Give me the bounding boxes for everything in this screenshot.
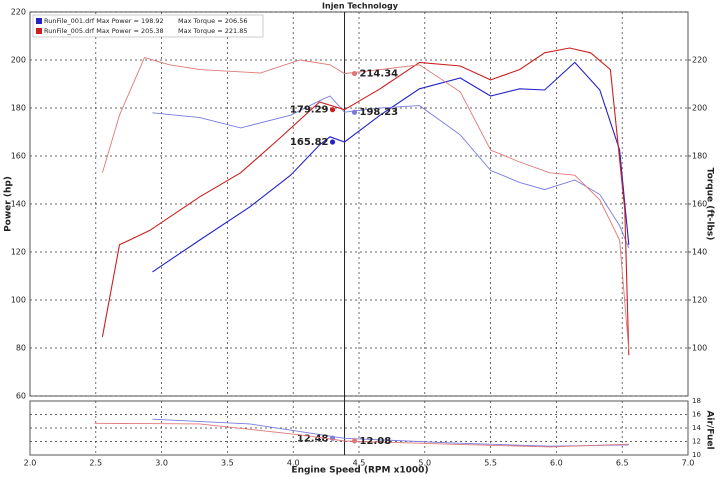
legend-swatch <box>36 28 42 34</box>
x-tick-label: 6.0 <box>550 459 563 468</box>
x-tick-label: 5.0 <box>418 459 431 468</box>
x-tick-label: 6.5 <box>616 459 629 468</box>
y-tick-label: 60 <box>16 392 26 401</box>
x-tick-label: 7.0 <box>682 459 695 468</box>
cursor-value-label: 179.29 <box>290 105 329 116</box>
y-tick-label: 120 <box>11 248 26 257</box>
cursor-marker <box>329 435 336 441</box>
legend-label: Max Torque = 206.56 <box>178 17 247 25</box>
x-axis-title: Engine Speed (RPM x1000) <box>291 466 428 476</box>
y2-tick-label: 120 <box>692 296 707 305</box>
y2-tick-label: 140 <box>692 248 707 257</box>
series-line <box>101 57 630 351</box>
y2-tick-label: 200 <box>692 104 707 113</box>
y2-tick-label: 220 <box>692 56 707 65</box>
chart-title: Injen Technology <box>322 2 399 11</box>
y3-tick-label: 12 <box>692 438 701 446</box>
x-tick-label: 2.0 <box>24 459 37 468</box>
y-tick-label: 140 <box>11 200 26 209</box>
y2-axis-title: Torque (ft-lbs) <box>705 168 715 241</box>
y3-tick-label: 16 <box>692 411 701 419</box>
series-line <box>152 61 630 273</box>
cursor-marker <box>351 70 358 77</box>
y-tick-label: 220 <box>11 8 26 17</box>
cursor-marker <box>329 107 336 113</box>
y3-tick-label: 14 <box>692 424 701 432</box>
series-line <box>94 422 629 448</box>
y2-tick-label: 180 <box>692 152 707 161</box>
x-tick-label: 4.5 <box>353 459 366 468</box>
series-line <box>152 418 629 447</box>
cursor-value-label: 12.08 <box>360 436 392 447</box>
legend-box <box>32 14 264 38</box>
cursor-value-label: 12.48 <box>297 433 329 444</box>
cursor-value-label: 198.23 <box>360 107 399 118</box>
y2-tick-label: 160 <box>692 200 707 209</box>
y-tick-label: 160 <box>11 152 26 161</box>
legend-label: RunFile_005.drf Max Power = 205.38 <box>44 27 164 35</box>
cursor-marker <box>351 109 358 115</box>
x-tick-label: 3.0 <box>155 459 168 468</box>
y-tick-label: 100 <box>11 296 26 305</box>
y2-tick-label: 100 <box>692 344 707 353</box>
cursor-marker <box>351 438 358 444</box>
x-tick-label: 5.5 <box>484 459 497 468</box>
x-tick-label: 2.5 <box>89 459 102 468</box>
legend-swatch <box>36 18 42 24</box>
x-tick-label: 3.5 <box>221 459 234 468</box>
y3-axis-title: Air/Fuel <box>705 410 715 449</box>
y-tick-label: 80 <box>16 344 26 353</box>
cursor-value-label: 165.82 <box>290 137 329 148</box>
y3-tick-label: 18 <box>692 397 701 405</box>
legend-label: Max Torque = 221.85 <box>178 27 247 35</box>
series-line <box>101 47 630 356</box>
cursor-value-label: 214.34 <box>360 69 399 80</box>
y3-tick-label: 10 <box>692 451 701 459</box>
legend-label: RunFile_001.drf Max Power = 198.92 <box>44 17 164 25</box>
series-line <box>152 95 630 249</box>
y-axis-title: Power (hp) <box>4 176 14 232</box>
y-tick-label: 180 <box>11 104 26 113</box>
y-tick-label: 200 <box>11 56 26 65</box>
x-tick-label: 4.0 <box>287 459 300 468</box>
cursor-marker <box>329 139 336 145</box>
